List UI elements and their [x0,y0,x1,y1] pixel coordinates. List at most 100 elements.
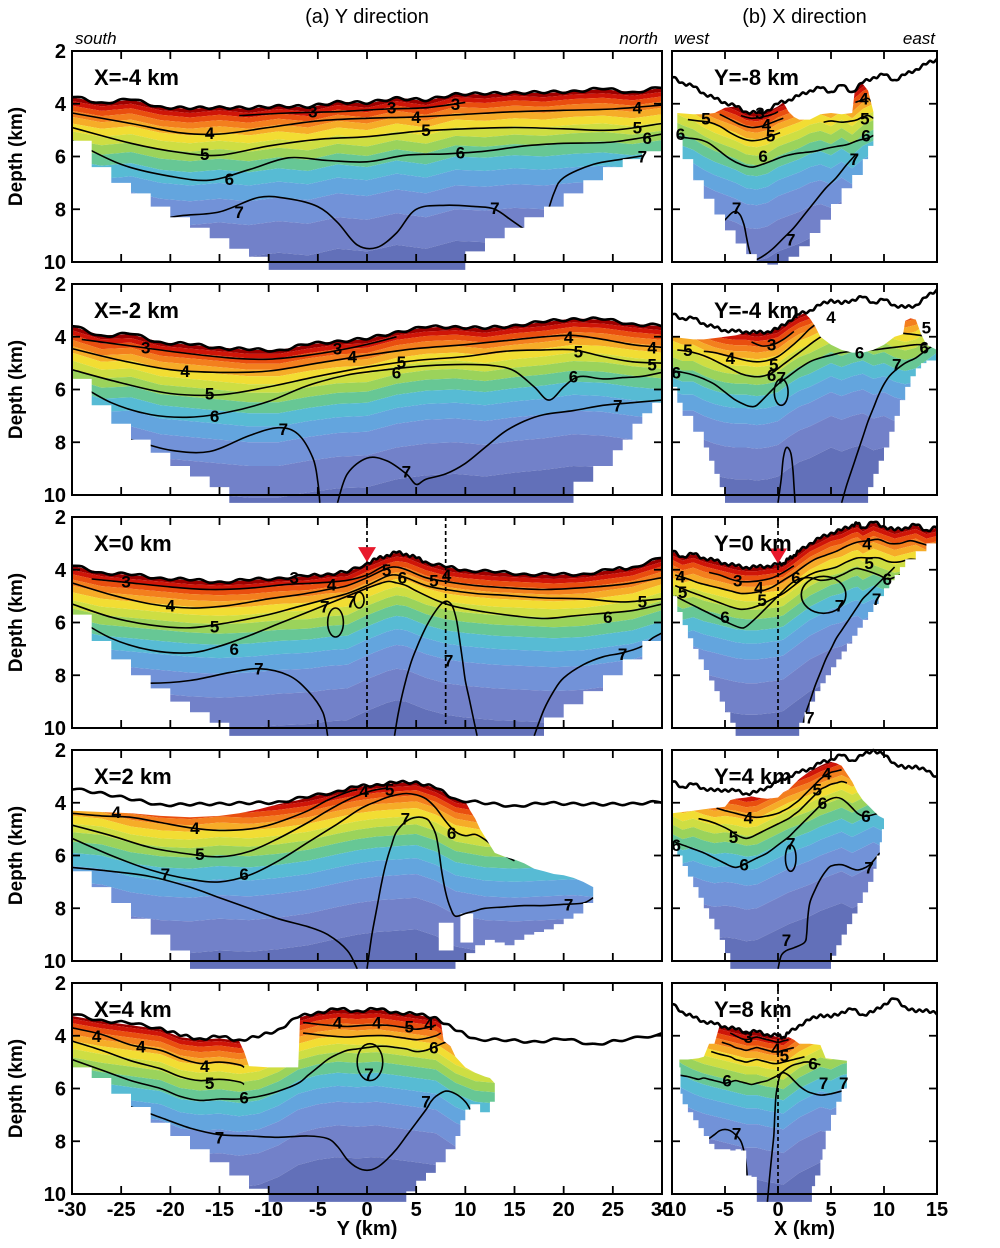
depth-axis-label: Depth (km) [6,806,27,905]
contour-label: 6 [767,366,776,385]
contour-line-5 [72,574,662,629]
depth-tick-label: 10 [44,1184,66,1206]
contour-label: 4 [112,803,122,822]
orientation-label-north: north [619,29,658,48]
depth-tick-label: 10 [44,718,66,740]
contour-label: 7 [892,355,901,374]
contour-label: 4 [754,579,764,598]
contour-label: 7 [872,590,881,609]
topography-line [671,288,939,335]
contour-label: 6 [676,125,685,144]
contour-label: 5 [647,355,656,374]
contour-lines [72,334,662,503]
contour-loop-7 [800,575,847,615]
contour-label: 6 [643,129,652,148]
contour-line-7 [101,151,662,250]
contour-label: 6 [429,1039,438,1058]
contour-label: 7 [786,835,795,854]
contour-lines [674,538,937,736]
contour-label: 6 [447,824,456,843]
contour-loop-7 [326,607,345,638]
panel-label: X=-4 km [94,65,179,90]
contour-label: 4 [564,328,574,347]
depth-tick-label: 4 [55,327,67,349]
axis-ticks [72,284,662,495]
contour-label: 7 [421,1093,430,1112]
axis-ticks [72,517,662,728]
topography-line [71,1006,663,1046]
contour-line-6 [677,134,874,168]
contour-label: 7 [279,420,288,439]
contour-label: 4 [411,108,421,127]
contour-label: 6 [225,170,234,189]
contour-label: 7 [401,810,410,829]
contour-label: 7 [732,1124,741,1143]
contour-label: 5 [780,1047,789,1066]
contour-line-5 [698,780,848,840]
contour-lines [674,769,881,969]
contour-label: 4 [348,348,358,367]
depth-tick-label: 6 [55,380,66,402]
contour-label: 5 [574,342,583,361]
contour-label: 5 [429,571,438,590]
orientation-label-west: west [674,29,709,48]
contour-line-3 [740,110,779,120]
contour-label: 5 [200,145,209,164]
contour-line-5 [72,1040,245,1086]
x-tick-label: 5 [411,1199,422,1221]
x-tick-label: 25 [602,1199,624,1221]
contour-line-4 [72,788,358,832]
contour-line-6 [673,341,937,408]
contour-label: 4 [372,1014,382,1033]
depth-tick-label: 6 [55,147,66,169]
contour-label: 7 [254,660,263,679]
contour-line-4 [303,1021,437,1031]
contour-label: 3 [308,103,317,122]
contour-label: 7 [564,895,573,914]
contour-line-3 [751,330,795,347]
depth-tick-label: 2 [55,41,66,63]
contour-line-4 [72,104,662,136]
column-a-title: (a) Y direction [305,6,429,28]
contour-line-7 [336,399,662,503]
x-tick-label: -15 [205,1199,234,1221]
contour-label: 7 [786,231,795,250]
topography-line [671,520,938,571]
x-tick-label: 30 [651,1199,673,1221]
contour-label: 5 [683,341,692,360]
topography-line [71,550,663,585]
contour-label: 3 [733,571,742,590]
panel-label: Y=8 km [714,997,792,1022]
contour-label: 5 [864,554,873,573]
contour-line-6 [72,363,662,419]
contour-label: 7 [347,592,356,611]
contour-label: 7 [364,1065,373,1084]
contour-line-7 [713,210,752,255]
contour-line-7 [777,852,881,969]
contour-label: 5 [729,828,738,847]
contour-label: 4 [333,1014,343,1033]
contour-line-4 [674,538,937,595]
contour-label: 4 [190,819,200,838]
contour-line-5 [303,1032,442,1041]
contour-label: 7 [161,865,170,884]
contour-line-5 [687,118,781,142]
contour-label: 4 [205,124,215,143]
contour-line-7 [800,566,896,736]
contour-label: 6 [603,608,612,627]
contour-label: 6 [739,856,748,875]
contour-line-7 [72,866,358,969]
contour-label: 3 [333,340,342,359]
contour-label: 6 [722,1072,731,1091]
contour-lines [677,97,874,263]
contour-line-7 [840,344,936,503]
contour-label: 7 [618,645,627,664]
topography-line [671,748,938,797]
depth-tick-label: 4 [55,1026,67,1048]
